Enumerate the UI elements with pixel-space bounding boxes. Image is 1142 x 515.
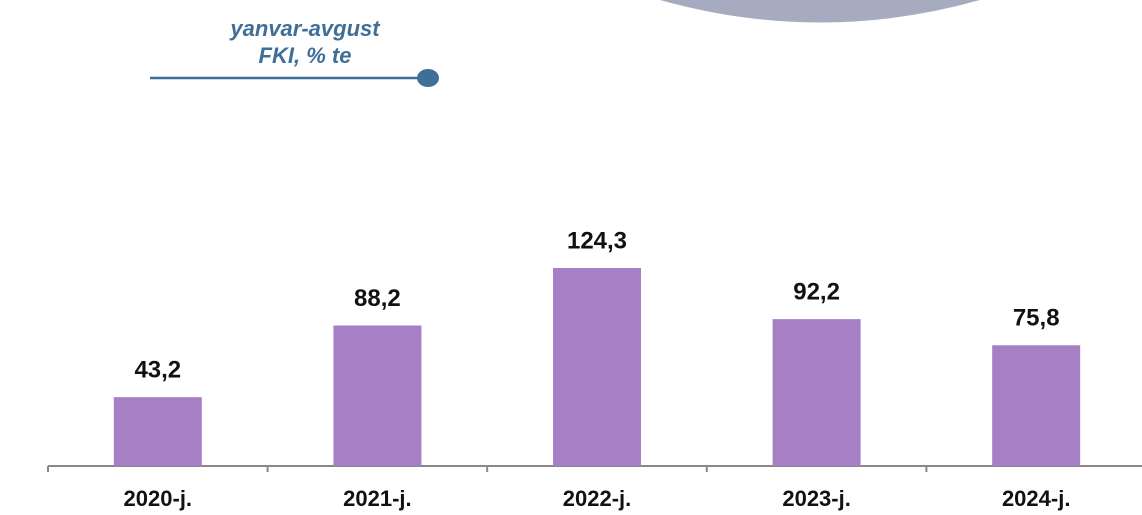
bar <box>113 397 202 466</box>
value-label: 88,2 <box>354 285 401 312</box>
x-tick-label: 2021-j. <box>343 486 412 511</box>
bar <box>772 319 861 466</box>
decor-shape <box>660 0 980 23</box>
bar <box>333 325 422 466</box>
x-tick-label: 2024-j. <box>1002 486 1071 511</box>
value-label: 92,2 <box>793 278 840 305</box>
x-tick-label: 2022-j. <box>563 486 632 511</box>
legend-dot <box>417 69 439 87</box>
value-label: 75,8 <box>1013 305 1060 332</box>
value-label: 124,3 <box>567 227 627 254</box>
value-label: 43,2 <box>134 357 181 384</box>
bar <box>992 345 1081 466</box>
x-tick-label: 2020-j. <box>124 486 193 511</box>
bar <box>553 268 641 466</box>
legend-title: FKI, % te <box>259 43 352 68</box>
x-tick-label: 2023-j. <box>782 486 851 511</box>
legend-title: yanvar-avgust <box>229 16 381 41</box>
